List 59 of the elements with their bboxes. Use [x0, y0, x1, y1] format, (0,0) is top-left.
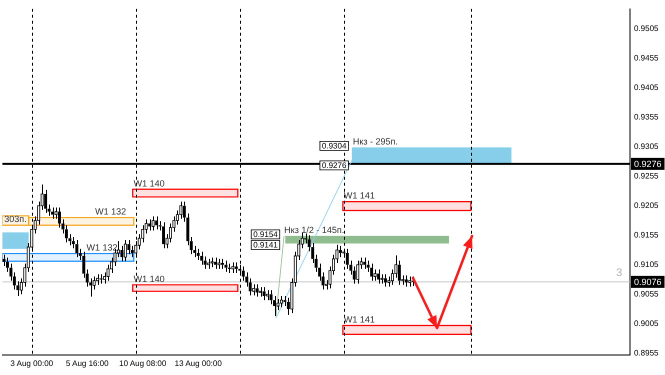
y-tick-label: 0.9055	[634, 289, 660, 298]
band-label: W1 140	[134, 274, 165, 284]
candlestick	[6, 257, 9, 272]
candlestick	[75, 239, 78, 258]
candlestick	[384, 274, 387, 288]
y-tick-label: 0.9455	[634, 54, 660, 63]
band-label: 303п.	[4, 214, 27, 224]
y-tick-label: 0.9155	[634, 230, 660, 240]
candlestick	[304, 233, 308, 244]
candlestick	[72, 236, 75, 249]
x-tick-label: 3 Aug 00:00	[10, 359, 54, 368]
band-label: Нкз 1/2 - 145п.	[284, 224, 344, 235]
candlestick	[256, 284, 259, 298]
candlestick	[148, 218, 152, 232]
y-tick-label: 0.9355	[634, 112, 660, 122]
candlestick	[162, 222, 166, 249]
y-tick-label: 0.9305	[634, 142, 660, 152]
candlestick	[51, 207, 54, 220]
band-label: W1 140	[134, 178, 165, 188]
annotation: 0.9304	[322, 142, 347, 151]
x-tick-label: 5 Aug 16:00	[66, 359, 110, 368]
candlestick	[363, 257, 366, 270]
candlestick	[370, 263, 374, 282]
x-tick-label: 13 Aug 00:00	[174, 359, 222, 368]
band-label: Нкз - 295п.	[352, 136, 398, 146]
y-tick-label: 0.9255	[634, 172, 660, 180]
candlestick	[58, 207, 61, 228]
band-label: W1 132	[95, 206, 126, 217]
band-label: W1 141	[344, 314, 375, 325]
candlestick	[155, 216, 158, 230]
candlestick	[377, 268, 380, 284]
y-tick-label: 0.9105	[634, 260, 660, 269]
candlestick	[262, 286, 266, 301]
x-tick-label: 10 Aug 08:00	[119, 359, 167, 368]
candlestick	[270, 290, 273, 305]
ref-line-label: 0.9076	[634, 276, 662, 287]
candlestick	[214, 257, 218, 270]
annotation: 0.9141	[253, 240, 278, 250]
candlestick	[221, 258, 224, 270]
annotation: 0.9276	[322, 161, 347, 170]
candlestick	[200, 251, 204, 266]
candlestick	[404, 274, 408, 288]
annotation: 3	[616, 266, 622, 279]
candlestick	[204, 256, 207, 270]
y-tick-label: 0.9405	[634, 83, 660, 92]
y-tick-label: 0.9005	[634, 318, 660, 328]
candlestick	[120, 245, 124, 262]
candlestick	[234, 262, 238, 274]
y-tick-label: 0.8955	[634, 348, 660, 358]
y-tick-label: 0.9205	[634, 200, 660, 210]
y-tick-label: 0.9505	[634, 24, 660, 34]
candlestick	[228, 263, 231, 274]
band-label: W1 132	[86, 242, 118, 253]
candlestick	[196, 248, 200, 261]
candlestick	[127, 239, 130, 255]
band-label: W1 141	[344, 190, 375, 201]
annotation: 0.9154	[253, 230, 278, 240]
candlestick	[338, 245, 342, 258]
ref-line-label: 0.9276	[634, 158, 662, 169]
